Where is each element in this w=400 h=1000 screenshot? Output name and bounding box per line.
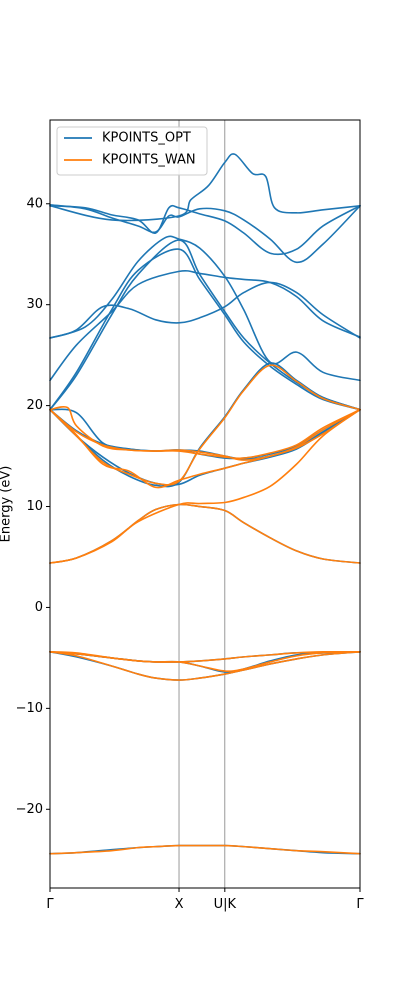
band-kpoints-wan-9: [49, 408, 361, 564]
band-kpoints-wan-3: [49, 651, 361, 672]
x-axis-ticks: Γ X U|K Γ: [46, 888, 364, 912]
x-tick-label: Γ: [356, 897, 364, 912]
plot-frame: [49, 119, 361, 889]
x-tick-label: Γ: [46, 897, 54, 912]
band-lines: [49, 153, 361, 855]
band-kpoints-opt-13: [49, 235, 361, 382]
band-kpoints-wan-1: [49, 651, 361, 681]
band-kpoints-wan-8: [49, 405, 361, 461]
y-axis-ticks: −20 −10 0 10 20 30 40: [16, 196, 50, 817]
band-kpoints-wan-5: [49, 408, 361, 489]
x-tick-label: U|K: [214, 897, 237, 912]
band-kpoints-opt-16: [49, 153, 361, 222]
band-kpoints-wan-0: [49, 844, 361, 855]
y-tick-label: 0: [35, 600, 43, 615]
y-tick-label: 40: [26, 196, 43, 211]
legend: KPOINTS_OPT KPOINTS_WAN: [56, 126, 208, 176]
y-tick-label: −10: [16, 701, 43, 716]
band-kpoints-wan-6: [49, 408, 361, 460]
band-kpoints-opt-15: [49, 204, 361, 256]
band-kpoints-opt-14: [49, 203, 361, 264]
band-kpoints-opt-10: [49, 248, 361, 411]
legend-label: KPOINTS_WAN: [102, 153, 196, 168]
band-kpoints-opt-9: [49, 239, 361, 411]
band-kpoints-opt-11: [49, 269, 361, 382]
y-tick-label: 20: [26, 398, 43, 413]
y-axis-label: Energy (eV): [0, 466, 14, 543]
band-kpoints-opt-12: [49, 281, 361, 339]
band-kpoints-wan-7: [49, 364, 361, 486]
legend-label: KPOINTS_OPT: [102, 131, 191, 146]
y-tick-label: 30: [26, 297, 43, 312]
band-kpoints-wan-4: [49, 503, 361, 564]
x-tick-label: X: [175, 897, 184, 912]
band-kpoints-opt-5: [49, 408, 361, 486]
y-tick-label: 10: [26, 499, 43, 514]
legend-box: [56, 126, 208, 176]
y-tick-label: −20: [16, 802, 43, 817]
